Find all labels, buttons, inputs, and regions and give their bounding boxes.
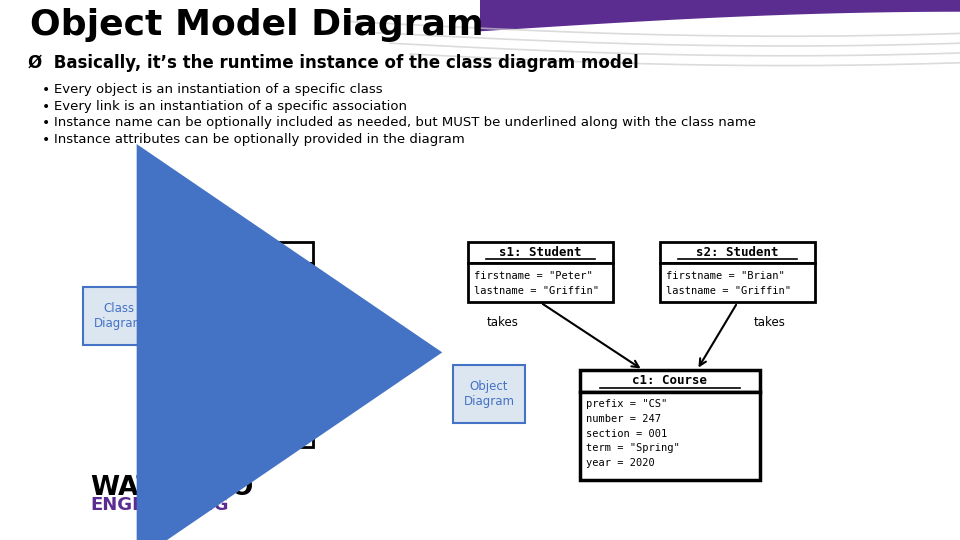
- Text: Object Model Diagram: Object Model Diagram: [30, 8, 484, 42]
- Text: *: *: [237, 308, 245, 321]
- Text: - term: string: - term: string: [159, 414, 247, 424]
- Text: - section: int: - section: int: [159, 401, 247, 411]
- Text: takes: takes: [241, 325, 273, 339]
- Text: lastname = "Griffin": lastname = "Griffin": [666, 286, 791, 296]
- Text: firstname = "Brian": firstname = "Brian": [666, 271, 784, 281]
- FancyBboxPatch shape: [83, 287, 155, 345]
- Text: Student: Student: [206, 246, 259, 259]
- Text: term = "Spring": term = "Spring": [586, 443, 680, 454]
- Text: section = 001: section = 001: [586, 429, 667, 438]
- Text: WATERLOO: WATERLOO: [90, 475, 253, 501]
- Text: takes: takes: [487, 315, 518, 328]
- FancyBboxPatch shape: [153, 242, 313, 264]
- Text: Class
Diagram: Class Diagram: [93, 302, 145, 330]
- Text: •: •: [42, 117, 50, 131]
- Text: Object
Diagram: Object Diagram: [464, 380, 515, 408]
- FancyBboxPatch shape: [468, 264, 613, 302]
- Text: s1: Student: s1: Student: [499, 246, 582, 259]
- Text: c1: Course: c1: Course: [633, 374, 708, 387]
- Text: *: *: [237, 335, 245, 348]
- Text: Instance attributes can be optionally provided in the diagram: Instance attributes can be optionally pr…: [54, 133, 465, 146]
- Text: - number: int: - number: int: [159, 388, 240, 399]
- Polygon shape: [480, 0, 960, 31]
- Text: ENGINEERING: ENGINEERING: [90, 496, 228, 514]
- Text: •: •: [42, 100, 50, 114]
- Text: - year: int: - year: int: [159, 427, 228, 437]
- Text: Instance name can be optionally included as needed, but MUST be underlined along: Instance name can be optionally included…: [54, 117, 756, 130]
- Text: year = 2020: year = 2020: [586, 458, 655, 468]
- Text: Course: Course: [210, 352, 255, 365]
- FancyBboxPatch shape: [153, 264, 313, 305]
- Text: Every link is an instantiation of a specific association: Every link is an instantiation of a spec…: [54, 100, 407, 113]
- FancyBboxPatch shape: [660, 264, 815, 302]
- Text: •: •: [42, 133, 50, 147]
- FancyBboxPatch shape: [453, 365, 525, 423]
- FancyBboxPatch shape: [468, 242, 613, 264]
- FancyBboxPatch shape: [580, 392, 760, 480]
- Text: firstname = "Peter": firstname = "Peter": [474, 271, 592, 281]
- Text: •: •: [42, 83, 50, 97]
- FancyBboxPatch shape: [153, 369, 313, 447]
- Text: s2: Student: s2: Student: [696, 246, 779, 259]
- Text: prefix = "CS": prefix = "CS": [586, 399, 667, 409]
- Text: takes: takes: [754, 315, 785, 328]
- Text: - firstname: string: - firstname: string: [159, 272, 277, 282]
- FancyBboxPatch shape: [660, 242, 815, 264]
- FancyBboxPatch shape: [580, 370, 760, 392]
- Text: - prefix: string: - prefix: string: [159, 376, 259, 386]
- Text: number = 247: number = 247: [586, 414, 661, 424]
- Text: Ø  Basically, it’s the runtime instance of the class diagram model: Ø Basically, it’s the runtime instance o…: [28, 54, 638, 72]
- FancyBboxPatch shape: [153, 348, 313, 369]
- Text: Every object is an instantiation of a specific class: Every object is an instantiation of a sp…: [54, 83, 383, 96]
- Text: - lastname: string: - lastname: string: [159, 288, 272, 298]
- Text: lastname = "Griffin": lastname = "Griffin": [474, 286, 599, 296]
